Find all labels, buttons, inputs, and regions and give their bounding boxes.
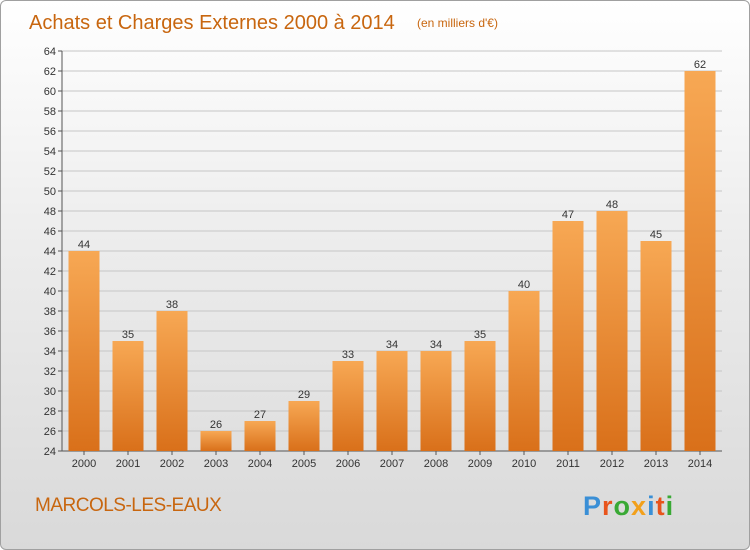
data-label: 35 [474, 329, 486, 341]
y-tick-label: 58 [44, 106, 56, 118]
y-tick-label: 52 [44, 166, 56, 178]
data-label: 35 [122, 329, 134, 341]
bar-2000 [68, 251, 100, 451]
data-label: 47 [562, 209, 574, 221]
bar-2008 [420, 351, 452, 451]
proxiti-logo: Proxiti [583, 491, 674, 522]
x-tick-label: 2009 [468, 458, 492, 470]
y-tick-label: 60 [44, 86, 56, 98]
data-label: 48 [606, 199, 618, 211]
bar-2013 [640, 241, 672, 451]
data-labels: 44 35 38 26 27 29 33 34 34 35 40 47 48 45 62 [78, 59, 706, 431]
y-tick-label: 46 [44, 226, 56, 238]
x-tick-label: 2000 [72, 458, 96, 470]
logo-letter: i [647, 491, 656, 521]
data-label: 62 [694, 59, 706, 71]
logo-letter: x [631, 491, 648, 521]
commune-name: MARCOLS-LES-EAUX [35, 495, 222, 516]
data-label: 27 [254, 409, 266, 421]
bar-2011 [552, 221, 584, 451]
data-label: 40 [518, 279, 530, 291]
x-tick-label: 2014 [688, 458, 712, 470]
y-tick-labels: 24 26 28 30 32 34 36 38 40 42 44 46 48 50 52 54 56 58 60 62… [44, 46, 56, 458]
x-tick-label: 2013 [644, 458, 668, 470]
y-tick-label: 28 [44, 406, 56, 418]
x-tick-labels: 2000 2001 2002 2003 2004 2005 2006 2007 2008 2009… [72, 451, 712, 470]
x-tick-label: 2005 [292, 458, 316, 470]
logo-letter: i [665, 491, 675, 521]
logo-letter: t [655, 491, 666, 521]
logo-letter: P [583, 491, 603, 521]
y-tick-label: 56 [44, 126, 56, 138]
y-tick-label: 54 [44, 146, 56, 158]
y-tick-label: 42 [44, 266, 56, 278]
chart-title: Achats et Charges Externes 2000 à 2014 [29, 12, 395, 34]
x-tick-label: 2004 [248, 458, 272, 470]
logo-letter: o [613, 491, 632, 521]
data-label: 45 [650, 229, 662, 241]
x-tick-label: 2011 [556, 458, 580, 470]
logo-letter: r [602, 491, 614, 521]
y-tick-label: 24 [44, 446, 56, 458]
data-label: 38 [166, 299, 178, 311]
y-tick-label: 26 [44, 426, 56, 438]
data-label: 34 [386, 339, 398, 351]
bar-2005 [288, 401, 320, 451]
bars [68, 71, 716, 451]
y-tick-label: 44 [44, 246, 56, 258]
bar-2004 [244, 421, 276, 451]
y-tick-label: 62 [44, 66, 56, 78]
x-tick-label: 2002 [160, 458, 184, 470]
y-tick-label: 36 [44, 326, 56, 338]
data-label: 33 [342, 349, 354, 361]
x-tick-label: 2001 [116, 458, 140, 470]
data-label: 44 [78, 239, 90, 251]
x-tick-label: 2006 [336, 458, 360, 470]
y-tick-label: 40 [44, 286, 56, 298]
bar-2001 [112, 341, 144, 451]
y-tick-label: 50 [44, 186, 56, 198]
bar-2003 [200, 431, 232, 451]
y-tick-label: 38 [44, 306, 56, 318]
bar-2009 [464, 341, 496, 451]
bar-2014 [684, 71, 716, 451]
x-tick-label: 2010 [512, 458, 536, 470]
x-tick-label: 2012 [600, 458, 624, 470]
bar-2006 [332, 361, 364, 451]
y-tick-label: 34 [44, 346, 56, 358]
x-tick-label: 2007 [380, 458, 404, 470]
x-tick-label: 2003 [204, 458, 228, 470]
bar-2007 [376, 351, 408, 451]
chart-subtitle: (en milliers d'€) [417, 16, 498, 30]
y-tick-label: 30 [44, 386, 56, 398]
x-tick-label: 2008 [424, 458, 448, 470]
bar-2010 [508, 291, 540, 451]
y-tick-label: 32 [44, 366, 56, 378]
y-tick-label: 48 [44, 206, 56, 218]
data-label: 34 [430, 339, 442, 351]
bar-2012 [596, 211, 628, 451]
data-label: 29 [298, 389, 310, 401]
bar-2002 [156, 311, 188, 451]
y-tick-label: 64 [44, 46, 56, 58]
data-label: 26 [210, 419, 222, 431]
